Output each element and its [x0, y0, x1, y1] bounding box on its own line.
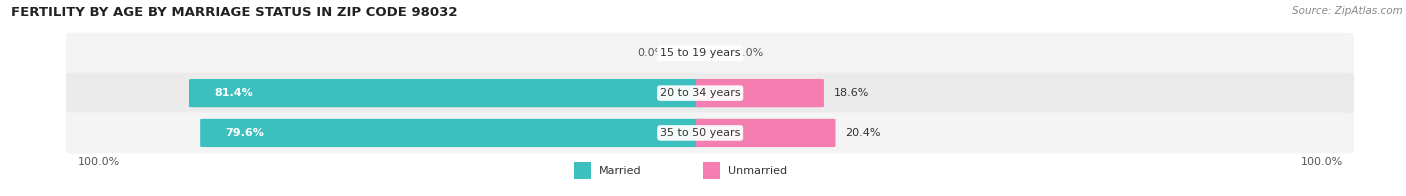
- FancyBboxPatch shape: [188, 79, 704, 107]
- Text: Unmarried: Unmarried: [728, 165, 787, 176]
- Text: 20.4%: 20.4%: [845, 128, 880, 138]
- Text: Source: ZipAtlas.com: Source: ZipAtlas.com: [1292, 6, 1403, 16]
- Text: 100.0%: 100.0%: [1301, 157, 1343, 167]
- FancyBboxPatch shape: [66, 113, 1354, 153]
- FancyBboxPatch shape: [703, 162, 720, 179]
- FancyBboxPatch shape: [200, 119, 704, 147]
- Text: 100.0%: 100.0%: [77, 157, 120, 167]
- Text: 0.0%: 0.0%: [637, 48, 665, 58]
- FancyBboxPatch shape: [66, 33, 1354, 74]
- Text: FERTILITY BY AGE BY MARRIAGE STATUS IN ZIP CODE 98032: FERTILITY BY AGE BY MARRIAGE STATUS IN Z…: [11, 6, 458, 19]
- Text: 15 to 19 years: 15 to 19 years: [659, 48, 741, 58]
- Text: Married: Married: [599, 165, 641, 176]
- FancyBboxPatch shape: [696, 79, 824, 107]
- Text: 79.6%: 79.6%: [225, 128, 264, 138]
- FancyBboxPatch shape: [574, 162, 591, 179]
- Text: 35 to 50 years: 35 to 50 years: [659, 128, 741, 138]
- FancyBboxPatch shape: [696, 119, 835, 147]
- FancyBboxPatch shape: [66, 73, 1354, 114]
- Text: 20 to 34 years: 20 to 34 years: [659, 88, 741, 98]
- Text: 18.6%: 18.6%: [834, 88, 869, 98]
- Text: 81.4%: 81.4%: [214, 88, 253, 98]
- Text: 0.0%: 0.0%: [735, 48, 763, 58]
